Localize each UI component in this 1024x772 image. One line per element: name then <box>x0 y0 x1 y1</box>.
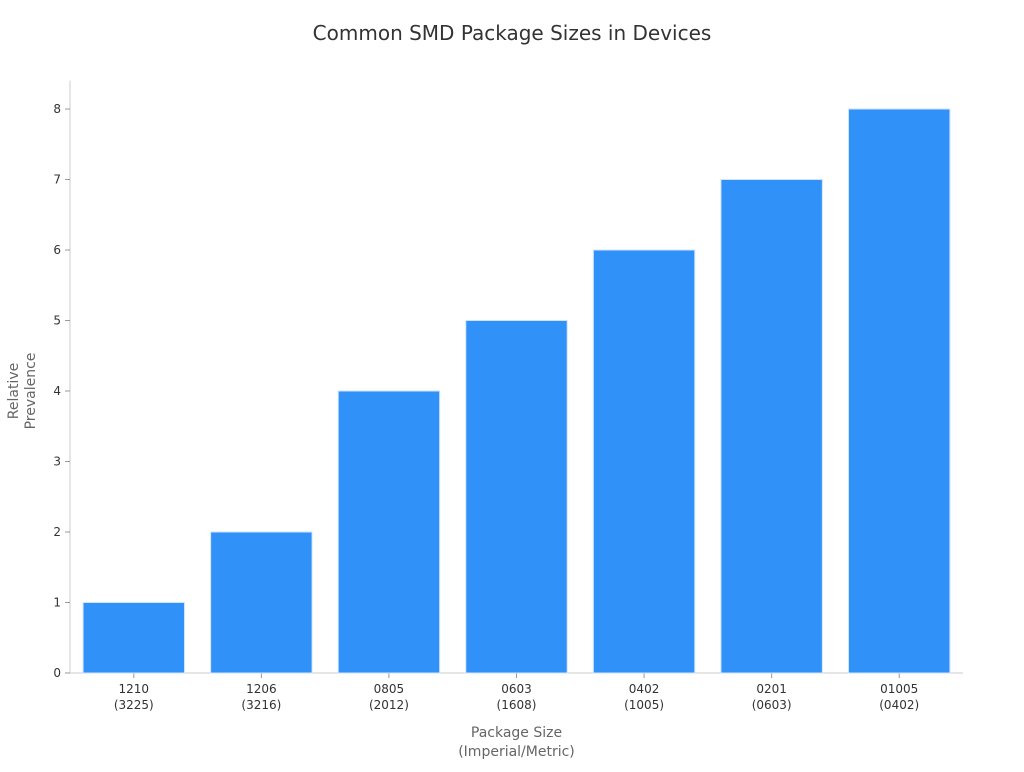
bar <box>465 320 568 674</box>
y-tick-label: 5 <box>53 314 61 328</box>
y-tick-label: 3 <box>53 455 61 469</box>
y-axis-label-line: Prevalence <box>23 353 39 430</box>
x-axis-label-line: (Imperial/Metric) <box>458 744 575 760</box>
y-tick-label: 1 <box>53 596 61 610</box>
y-tick-label: 6 <box>53 243 61 257</box>
y-tick-label: 0 <box>53 666 61 680</box>
bar <box>82 602 185 674</box>
x-tick-label: 1210 (3225) <box>114 682 154 712</box>
x-axis-label-line: Package Size <box>471 725 562 741</box>
y-axis-label-line: Relative <box>6 363 22 419</box>
bar <box>210 531 313 674</box>
bar <box>592 249 696 674</box>
y-tick-label: 7 <box>53 173 61 187</box>
x-axis-label: Package Size (Imperial/Metric) <box>458 725 575 760</box>
bar <box>848 108 951 674</box>
y-tick-label: 4 <box>53 384 61 398</box>
chart-title: Common SMD Package Sizes in Devices <box>313 21 712 45</box>
y-tick-label: 2 <box>53 525 61 539</box>
bar <box>720 179 823 674</box>
x-tick-label: 0603 (1608) <box>497 682 537 712</box>
x-tick-label: 1206 (3216) <box>241 682 281 712</box>
y-tick-label: 8 <box>53 102 61 116</box>
x-tick-label: 0402 (1005) <box>624 682 664 712</box>
x-tick-label: 01005 (0402) <box>879 682 919 712</box>
x-tick-label: 0805 (2012) <box>369 682 409 712</box>
x-tick-label: 0201 (0603) <box>752 682 792 712</box>
bar <box>337 390 441 674</box>
y-axis-label: Relative Prevalence <box>6 353 39 430</box>
